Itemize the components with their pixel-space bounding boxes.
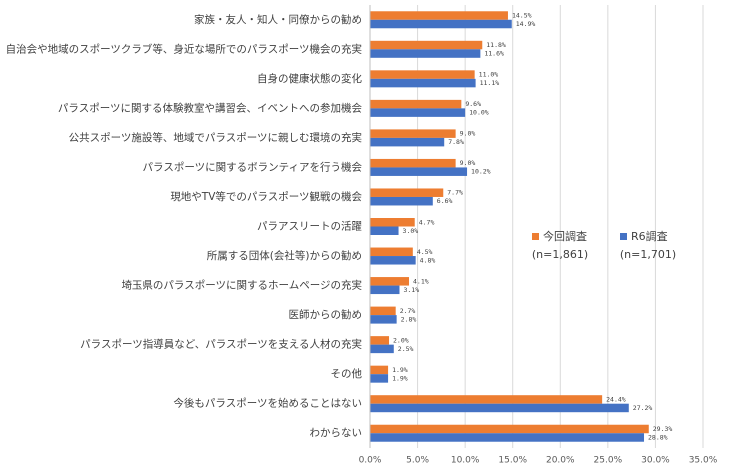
value-label: 14.5% [512, 12, 532, 20]
value-label: 28.8% [648, 433, 668, 441]
bar [370, 158, 456, 168]
value-label: 2.8% [401, 315, 417, 323]
x-tick-label: 35.0% [689, 456, 718, 466]
legend-sample: (n=1,701) [620, 248, 676, 261]
value-label: 11.6% [484, 50, 504, 58]
category-label: 自身の健康状態の変化 [257, 72, 362, 85]
value-label: 11.8% [486, 41, 506, 49]
bar [370, 78, 476, 88]
value-label: 9.0% [460, 159, 476, 167]
bar [370, 226, 399, 235]
category-label: パラスポーツ指導員など、パラスポーツを支える人材の充実 [80, 338, 362, 351]
category-label: わからない [310, 427, 363, 439]
value-label: 1.9% [392, 366, 408, 374]
bar [370, 403, 629, 413]
value-label: 9.6% [465, 100, 481, 108]
bar [370, 188, 444, 197]
value-label: 9.0% [460, 130, 476, 138]
x-tick-label: 5.0% [406, 456, 429, 466]
bar [370, 11, 508, 20]
value-label: 4.7% [419, 218, 435, 226]
value-label: 24.4% [606, 395, 626, 403]
bar [370, 99, 462, 109]
value-label: 4.5% [417, 248, 433, 256]
bar [370, 336, 390, 345]
bar [370, 365, 389, 375]
value-label: 2.7% [400, 307, 416, 315]
x-tick-label: 20.0% [546, 456, 575, 466]
bar [370, 49, 481, 58]
category-label: 今後もパラスポーツを始めることはない [173, 397, 362, 410]
bar [370, 344, 394, 354]
x-tick-label: 25.0% [594, 456, 623, 466]
category-label: パラスポーツに関するボランティアを行う機会 [143, 160, 363, 173]
x-tick-label: 10.0% [451, 456, 480, 466]
category-label: パラスポーツに関する体験教室や講習会、イベントへの参加機会 [58, 101, 363, 114]
bar [370, 285, 400, 295]
value-label: 1.9% [392, 374, 408, 382]
value-label: 10.2% [471, 168, 491, 176]
value-label: 2.5% [398, 345, 414, 353]
bar [370, 129, 456, 138]
bar [370, 108, 466, 117]
category-label: 公共スポーツ施設等、地域でパラスポーツに親しむ環境の充実 [69, 131, 363, 144]
bar [370, 218, 415, 227]
value-label: 6.6% [437, 197, 453, 205]
legend-swatch [620, 233, 627, 240]
value-label: 4.1% [413, 277, 429, 285]
category-label: パラアスリートの活躍 [257, 221, 362, 233]
value-label: 27.2% [633, 404, 653, 412]
category-label: 自治会や地域のスポーツクラブ等、身近な場所でのパラスポーツ機会の充実 [6, 42, 363, 55]
bar [370, 247, 413, 257]
value-label: 3.0% [403, 227, 419, 235]
bar [370, 374, 389, 383]
legend-sample: (n=1,861) [532, 248, 588, 261]
bar [370, 137, 445, 147]
value-label: 14.9% [516, 20, 536, 28]
bar [370, 277, 410, 286]
bar [370, 167, 468, 176]
category-label: 埼玉県のパラスポーツに関するホームページの充実 [121, 279, 362, 292]
category-label: その他 [331, 367, 363, 380]
bar [370, 306, 396, 316]
value-label: 3.1% [403, 286, 419, 294]
category-label: 医師からの勧め [289, 308, 363, 321]
legend-label: R6調査 [631, 229, 668, 243]
x-tick-label: 15.0% [498, 456, 527, 466]
bar [370, 424, 649, 434]
x-tick-label: 0.0% [359, 456, 382, 466]
bar [370, 256, 416, 265]
value-label: 2.0% [393, 336, 409, 344]
value-label: 11.1% [480, 79, 500, 87]
category-label: 家族・友人・知人・同僚からの勧め [194, 13, 362, 26]
legend-label: 今回調査 [543, 229, 587, 243]
legend-swatch [532, 233, 539, 240]
category-label: 現地やTV等でのパラスポーツ観戦の機会 [170, 190, 362, 203]
bar [370, 196, 433, 206]
bar [370, 40, 483, 50]
value-label: 11.0% [479, 71, 499, 79]
value-label: 10.0% [469, 109, 489, 117]
bar [370, 433, 645, 442]
bar [370, 19, 512, 29]
value-label: 4.8% [420, 256, 436, 264]
bar [370, 395, 603, 404]
bar [370, 70, 475, 79]
x-tick-label: 30.0% [641, 456, 670, 466]
bar [370, 315, 397, 324]
category-label: 所属する団体(会社等)からの勧め [207, 249, 362, 262]
value-label: 7.7% [447, 189, 463, 197]
value-label: 29.3% [653, 425, 673, 433]
value-label: 7.8% [448, 138, 464, 146]
